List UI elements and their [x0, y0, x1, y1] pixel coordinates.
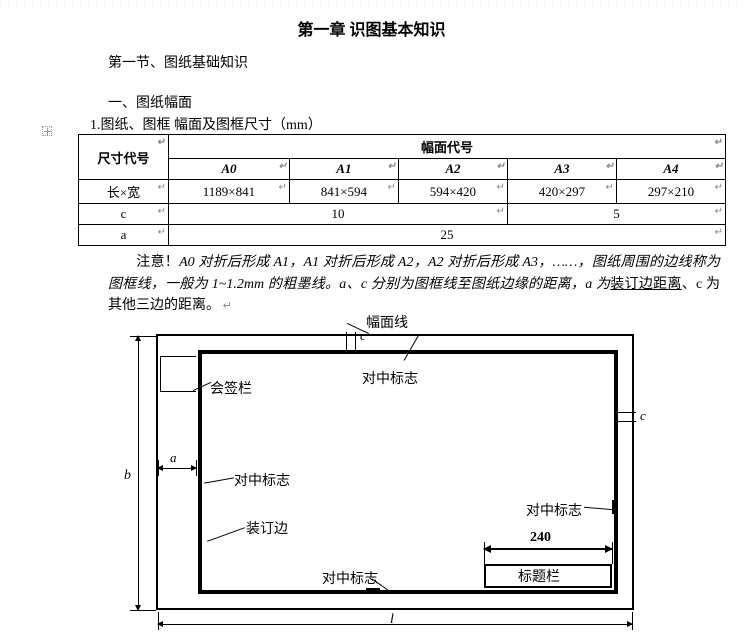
- th-a0: A0↵: [169, 159, 290, 180]
- label-huiqian: 会签栏: [210, 378, 252, 398]
- label-center-top: 对中标志: [362, 368, 418, 388]
- center-mark-bottom: [366, 588, 380, 594]
- th-size-code: 尺寸代号↵: [79, 135, 169, 180]
- dim-240-line: [484, 548, 612, 550]
- b-ext2: [130, 610, 156, 611]
- c-right-bracket: [616, 412, 636, 422]
- b-label: b: [124, 468, 131, 484]
- td-a-label: a↵: [79, 225, 169, 246]
- label-center-right: 对中标志: [526, 500, 582, 520]
- l-label: l: [390, 612, 394, 628]
- th-format-code: 幅面代号↵: [169, 135, 726, 159]
- th-a1: A1↵: [289, 159, 398, 180]
- signature-block: [160, 356, 196, 392]
- l-ext1: [158, 612, 159, 630]
- l-dim-line: [158, 624, 632, 625]
- th-a3: A3↵: [507, 159, 616, 180]
- title-block-label: 标题栏: [518, 566, 560, 586]
- l-ext2: [632, 612, 633, 630]
- table-anchor-icon: [42, 126, 52, 136]
- section-title: 第一节、图纸基础知识: [108, 52, 713, 72]
- td-c-5: 5↵: [507, 204, 725, 225]
- size-table: 尺寸代号↵ 幅面代号↵ A0↵ A1↵ A2↵ A3↵ A4↵ 长×宽↵ 118…: [78, 134, 726, 246]
- label-center-left: 对中标志: [234, 470, 290, 490]
- a-dim-line: [158, 468, 196, 469]
- label-binding: 装订边: [246, 518, 288, 538]
- dim-240-text: 240: [530, 530, 551, 546]
- c-top-bracket: [346, 332, 356, 352]
- dim-240-ext1: [484, 542, 485, 564]
- td-lw-2: 594×420↵: [398, 180, 507, 204]
- document-page: 第一章 识图基本知识 第一节、图纸基础知识 一、图纸幅面 1.图纸、图框 幅面及…: [0, 0, 743, 317]
- a-label: a: [170, 450, 177, 466]
- td-lw-1: 841×594↵: [289, 180, 398, 204]
- chapter-title: 第一章 识图基本知识: [30, 16, 713, 40]
- td-lw-0: 1189×841↵: [169, 180, 290, 204]
- b-dim-line: [138, 336, 139, 610]
- a-ext1: [158, 460, 159, 476]
- frame-diagram: 标题栏 240 c c a b l 幅面线 会签栏 对中标志 对中标志 装订边 …: [86, 312, 662, 632]
- label-fumian: 幅面线: [366, 312, 408, 332]
- note-paragraph: 注意！A0 对折后形成 A1，A1 对折后形成 A2，A2 对折后形成 A3，……: [108, 252, 720, 317]
- item-line-1: 1.图纸、图框 幅面及图框尺寸（mm）: [90, 114, 713, 134]
- th-a2: A2↵: [398, 159, 507, 180]
- td-c-10: 10↵: [169, 204, 508, 225]
- td-lw-label: 长×宽↵: [79, 180, 169, 204]
- td-c-label: c↵: [79, 204, 169, 225]
- c-right-label: c: [640, 408, 646, 424]
- th-a4: A4↵: [616, 159, 725, 180]
- subheading-1: 一、图纸幅面: [108, 92, 713, 112]
- ruler-decoration: [0, 0, 743, 8]
- td-lw-4: 297×210↵: [616, 180, 725, 204]
- center-mark-left: [196, 470, 202, 484]
- td-a-25: 25↵: [169, 225, 726, 246]
- center-mark-right: [612, 500, 618, 514]
- dim-240-ext2: [612, 542, 613, 564]
- td-lw-3: 420×297↵: [507, 180, 616, 204]
- b-ext1: [130, 336, 156, 337]
- label-center-bottom: 对中标志: [322, 568, 378, 588]
